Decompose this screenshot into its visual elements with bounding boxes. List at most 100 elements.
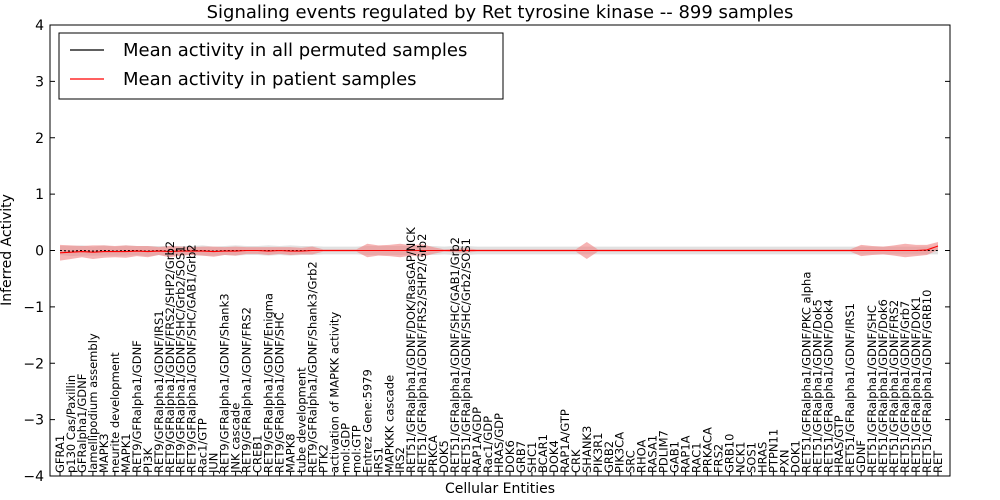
category-label: RET9/GFRalpha1/GDNF/IRS1 [152, 310, 166, 473]
category-label: MAPK8 [284, 433, 298, 473]
category-label: RET51/GFRalpha1/GDNF/SHC [865, 305, 879, 473]
category-label: Entrez Gene:5979 [360, 369, 374, 473]
category-label: PRKCA [426, 435, 440, 473]
category-label: RET51/GFRalpha1/GDNF/Dok6 [876, 299, 890, 473]
series-lines [59, 245, 939, 254]
category-label: RET9/GFRalpha1/GDNF/SHC/Grb2/SOS1 [174, 245, 188, 473]
y-axis-label: Inferred Activity [0, 194, 15, 306]
category-label: BCAR1 [536, 434, 550, 473]
category-label: SOS1 [744, 442, 758, 473]
category-label: RET51/GFRalpha1/GDNF/PKC alpha [799, 272, 813, 473]
category-label: IRS1 [371, 447, 385, 473]
category-label: DOK1 [788, 440, 802, 473]
category-label: HRAS/GTP [832, 415, 846, 473]
category-label: RASA1 [646, 435, 660, 473]
category-label: GFRalpha1/GDNF [75, 374, 89, 473]
category-label: DOK5 [437, 440, 451, 473]
category-label: PI3K [141, 447, 155, 473]
category-label: RET [931, 450, 945, 473]
category-label: DOK6 [503, 440, 517, 473]
category-label: GRB7 [514, 441, 528, 473]
category-label: Rac1/GDP [481, 416, 495, 473]
category-label: RET51/GFRalpha1/GDNF/SHC/Grb2/SOS1 [459, 238, 473, 473]
category-label: RET9/GFRalpha1/GDNF [130, 340, 144, 473]
category-label: PTPN11 [766, 429, 780, 473]
category-label: tube development [294, 367, 308, 473]
category-label: RET51/GFRalpha1/GDNF/Dok4 [821, 299, 835, 473]
category-label: RAC1 [690, 442, 704, 473]
category-label: HRAS [755, 442, 769, 473]
category-label: NCK1 [734, 442, 748, 474]
chart-title: Signaling events regulated by Ret tyrosi… [207, 2, 794, 23]
category-label: PIK3R1 [591, 433, 605, 474]
y-tick-label: 0 [35, 244, 44, 260]
category-label: mol:GDP [338, 423, 352, 473]
category-label: mol:GTP [349, 425, 363, 473]
category-label: HRAS/GDP [492, 413, 506, 473]
category-label: lamellipodium assembly [86, 333, 100, 473]
category-label: JNK cascade [229, 403, 243, 474]
y-tick-label: 3 [35, 74, 44, 90]
category-label: RET51/GFRalpha1/GDNF/Grb7 [898, 301, 912, 473]
category-label: RAP1A [679, 435, 693, 473]
category-label: PIK3CA [613, 432, 627, 473]
category-label: GDNF [854, 440, 868, 473]
category-label: p130 Cas/Paxillin [64, 375, 78, 473]
y-tick-label: 1 [35, 187, 44, 203]
category-label: RET51/GFRalpha1/GDNF/Dok5 [810, 299, 824, 473]
category-label: neurite development [108, 352, 122, 473]
category-label: RET9/GFRalpha1/GDNF/SHC/GAB1/Grb2 [185, 244, 199, 473]
legend-permuted-label: Mean activity in all permuted samples [123, 40, 467, 61]
category-label: RET51/GFRalpha1/GDNF/DOK/RasGAP/NCK [404, 227, 418, 473]
category-label: RET9/GFRalpha1/GDNF/FRS2/SHP2/Grb2 [163, 241, 177, 473]
category-label: RET51/GFRalpha1/GDNF/IRS1 [843, 303, 857, 473]
category-label: RAP1A/GDP [470, 407, 484, 473]
category-label: PDLIM7 [657, 430, 671, 473]
category-label: CRK [569, 449, 583, 473]
y-tick-label: −3 [23, 413, 44, 429]
category-label: activation of MAPKK activity [327, 312, 341, 473]
category-label: GFRA1 [53, 435, 67, 473]
category-label: MAPKKK cascade [382, 375, 396, 473]
patient-band [60, 242, 938, 261]
category-label: IRS2 [393, 447, 407, 473]
x-axis-label: Cellular Entities [445, 481, 555, 497]
category-label: GRB2 [602, 441, 616, 473]
category-label: RET9/GFRalpha1/GDNF/Shank3 [218, 293, 232, 473]
category-label: RAP1A/GTP [558, 409, 572, 473]
y-axis-ticks: −4 −3 −2 −1 0 1 2 3 4 [23, 18, 950, 485]
category-label: RET51/GFRalpha1/GDNF/FRS2/SHP2/Grb2 [415, 234, 429, 473]
category-label: SRC [624, 450, 638, 473]
y-tick-label: 2 [35, 131, 44, 147]
category-label: RET51/GFRalpha1/GDNF/SHC/GAB1/Grb2 [448, 237, 462, 473]
category-label: FRS2 [712, 444, 726, 473]
category-label: PXN [777, 450, 791, 473]
category-label: RET9/GFRalpha1/GDNF/Enigma [262, 293, 276, 473]
legend-patient-label: Mean activity in patient samples [123, 69, 417, 90]
category-label: PRKACA [701, 427, 715, 473]
category-label: RET9/GFRalpha1/GDNF/FRS2 [240, 307, 254, 473]
legend-box [58, 32, 504, 100]
category-label: SHANK3 [580, 426, 594, 473]
category-label: RET51/GFRalpha1/GDNF/GRB10 [920, 290, 934, 473]
y-tick-label: −4 [23, 469, 44, 485]
y-tick-label: 4 [35, 18, 44, 34]
category-label: RET51/GFRalpha1/GDNF/DOK1 [909, 296, 923, 473]
category-label: JUN [207, 453, 221, 474]
category-label: SHC1 [525, 442, 539, 473]
category-label: MAPK1 [119, 433, 133, 473]
y-tick-label: −2 [23, 356, 44, 372]
category-label: PTK2 [316, 444, 330, 473]
category-label: GAB1 [668, 441, 682, 473]
category-label: RET51/GFRalpha1/GDNF/FRS2 [887, 300, 901, 473]
category-label: Rac1/GTP [196, 418, 210, 473]
category-label: DOK4 [547, 440, 561, 473]
y-tick-label: −1 [23, 300, 44, 316]
category-label: RET9/GFRalpha1/GDNF/SHC [273, 312, 287, 473]
legend: Mean activity in all permuted samples Me… [58, 32, 504, 100]
category-label: MAPK3 [97, 433, 111, 473]
category-label: RET9/GFRalpha1/GDNF/Shank3/Grb2 [305, 261, 319, 473]
